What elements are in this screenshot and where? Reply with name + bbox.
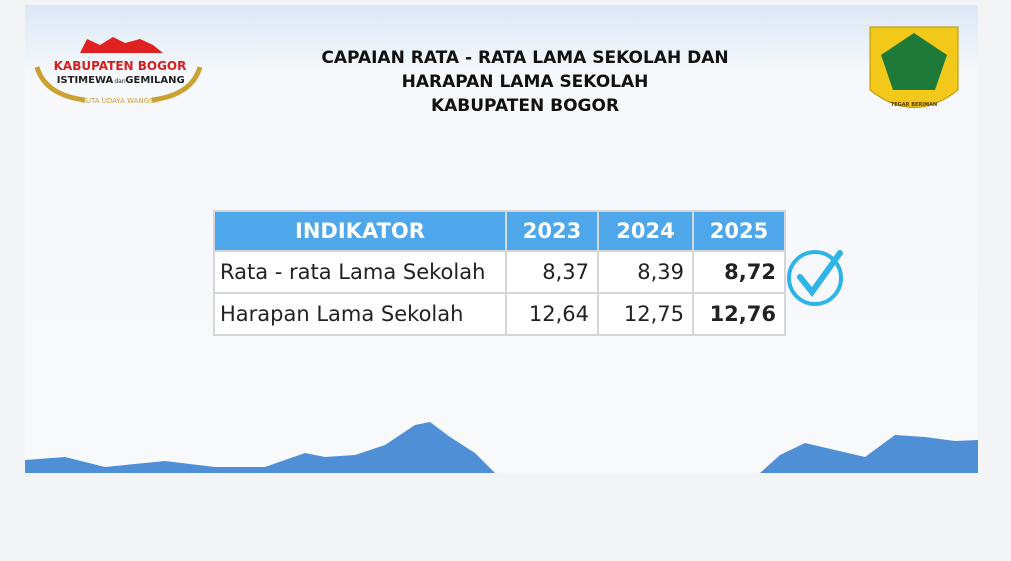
mountains-left xyxy=(25,422,495,473)
header-cell: 2023 xyxy=(505,210,599,252)
slide: KABUPATEN BOGOR ISTIMEWA dan GEMILANG KU… xyxy=(25,5,978,473)
logo-tagline: KUTA UDAYA WANGSA xyxy=(81,97,158,105)
row-label: Rata - rata Lama Sekolah xyxy=(213,250,507,294)
crest-motto: TEGAR BERIMAN xyxy=(891,102,937,108)
decoration: KABUPATEN BOGOR ISTIMEWA dan GEMILANG KU… xyxy=(25,26,978,473)
cell: 12,75 xyxy=(597,292,694,336)
title-line: HARAPAN LAMA SEKOLAH xyxy=(401,72,649,92)
header-cell: INDIKATOR xyxy=(213,210,507,252)
title-line: CAPAIAN RATA - RATA LAMA SEKOLAH DAN xyxy=(321,48,729,68)
cell: 12,76 xyxy=(692,292,786,336)
logo-flag xyxy=(80,37,163,53)
title-line: KABUPATEN BOGOR xyxy=(430,96,620,116)
row-label: Harapan Lama Sekolah xyxy=(213,292,507,336)
cell: 8,37 xyxy=(505,250,599,294)
logo-motto: dan xyxy=(114,78,125,85)
header-cell: 2024 xyxy=(597,210,694,252)
logo-motto: ISTIMEWA xyxy=(57,75,114,86)
check-circle xyxy=(787,250,843,306)
check-mark xyxy=(797,250,843,297)
cell: 12,64 xyxy=(505,292,599,336)
data-table: INDIKATOR 2023 2024 2025 Rata - rata Lama S… xyxy=(213,210,786,336)
mountains-right xyxy=(760,435,978,473)
logo-motto: GEMILANG xyxy=(125,75,184,86)
cell: 8,72 xyxy=(692,250,786,294)
header-cell: 2025 xyxy=(692,210,786,252)
logo-name: KABUPATEN BOGOR xyxy=(54,59,187,73)
logo-laurel xyxy=(34,66,203,103)
crest-emblem xyxy=(881,33,947,90)
cell: 8,39 xyxy=(597,250,694,294)
